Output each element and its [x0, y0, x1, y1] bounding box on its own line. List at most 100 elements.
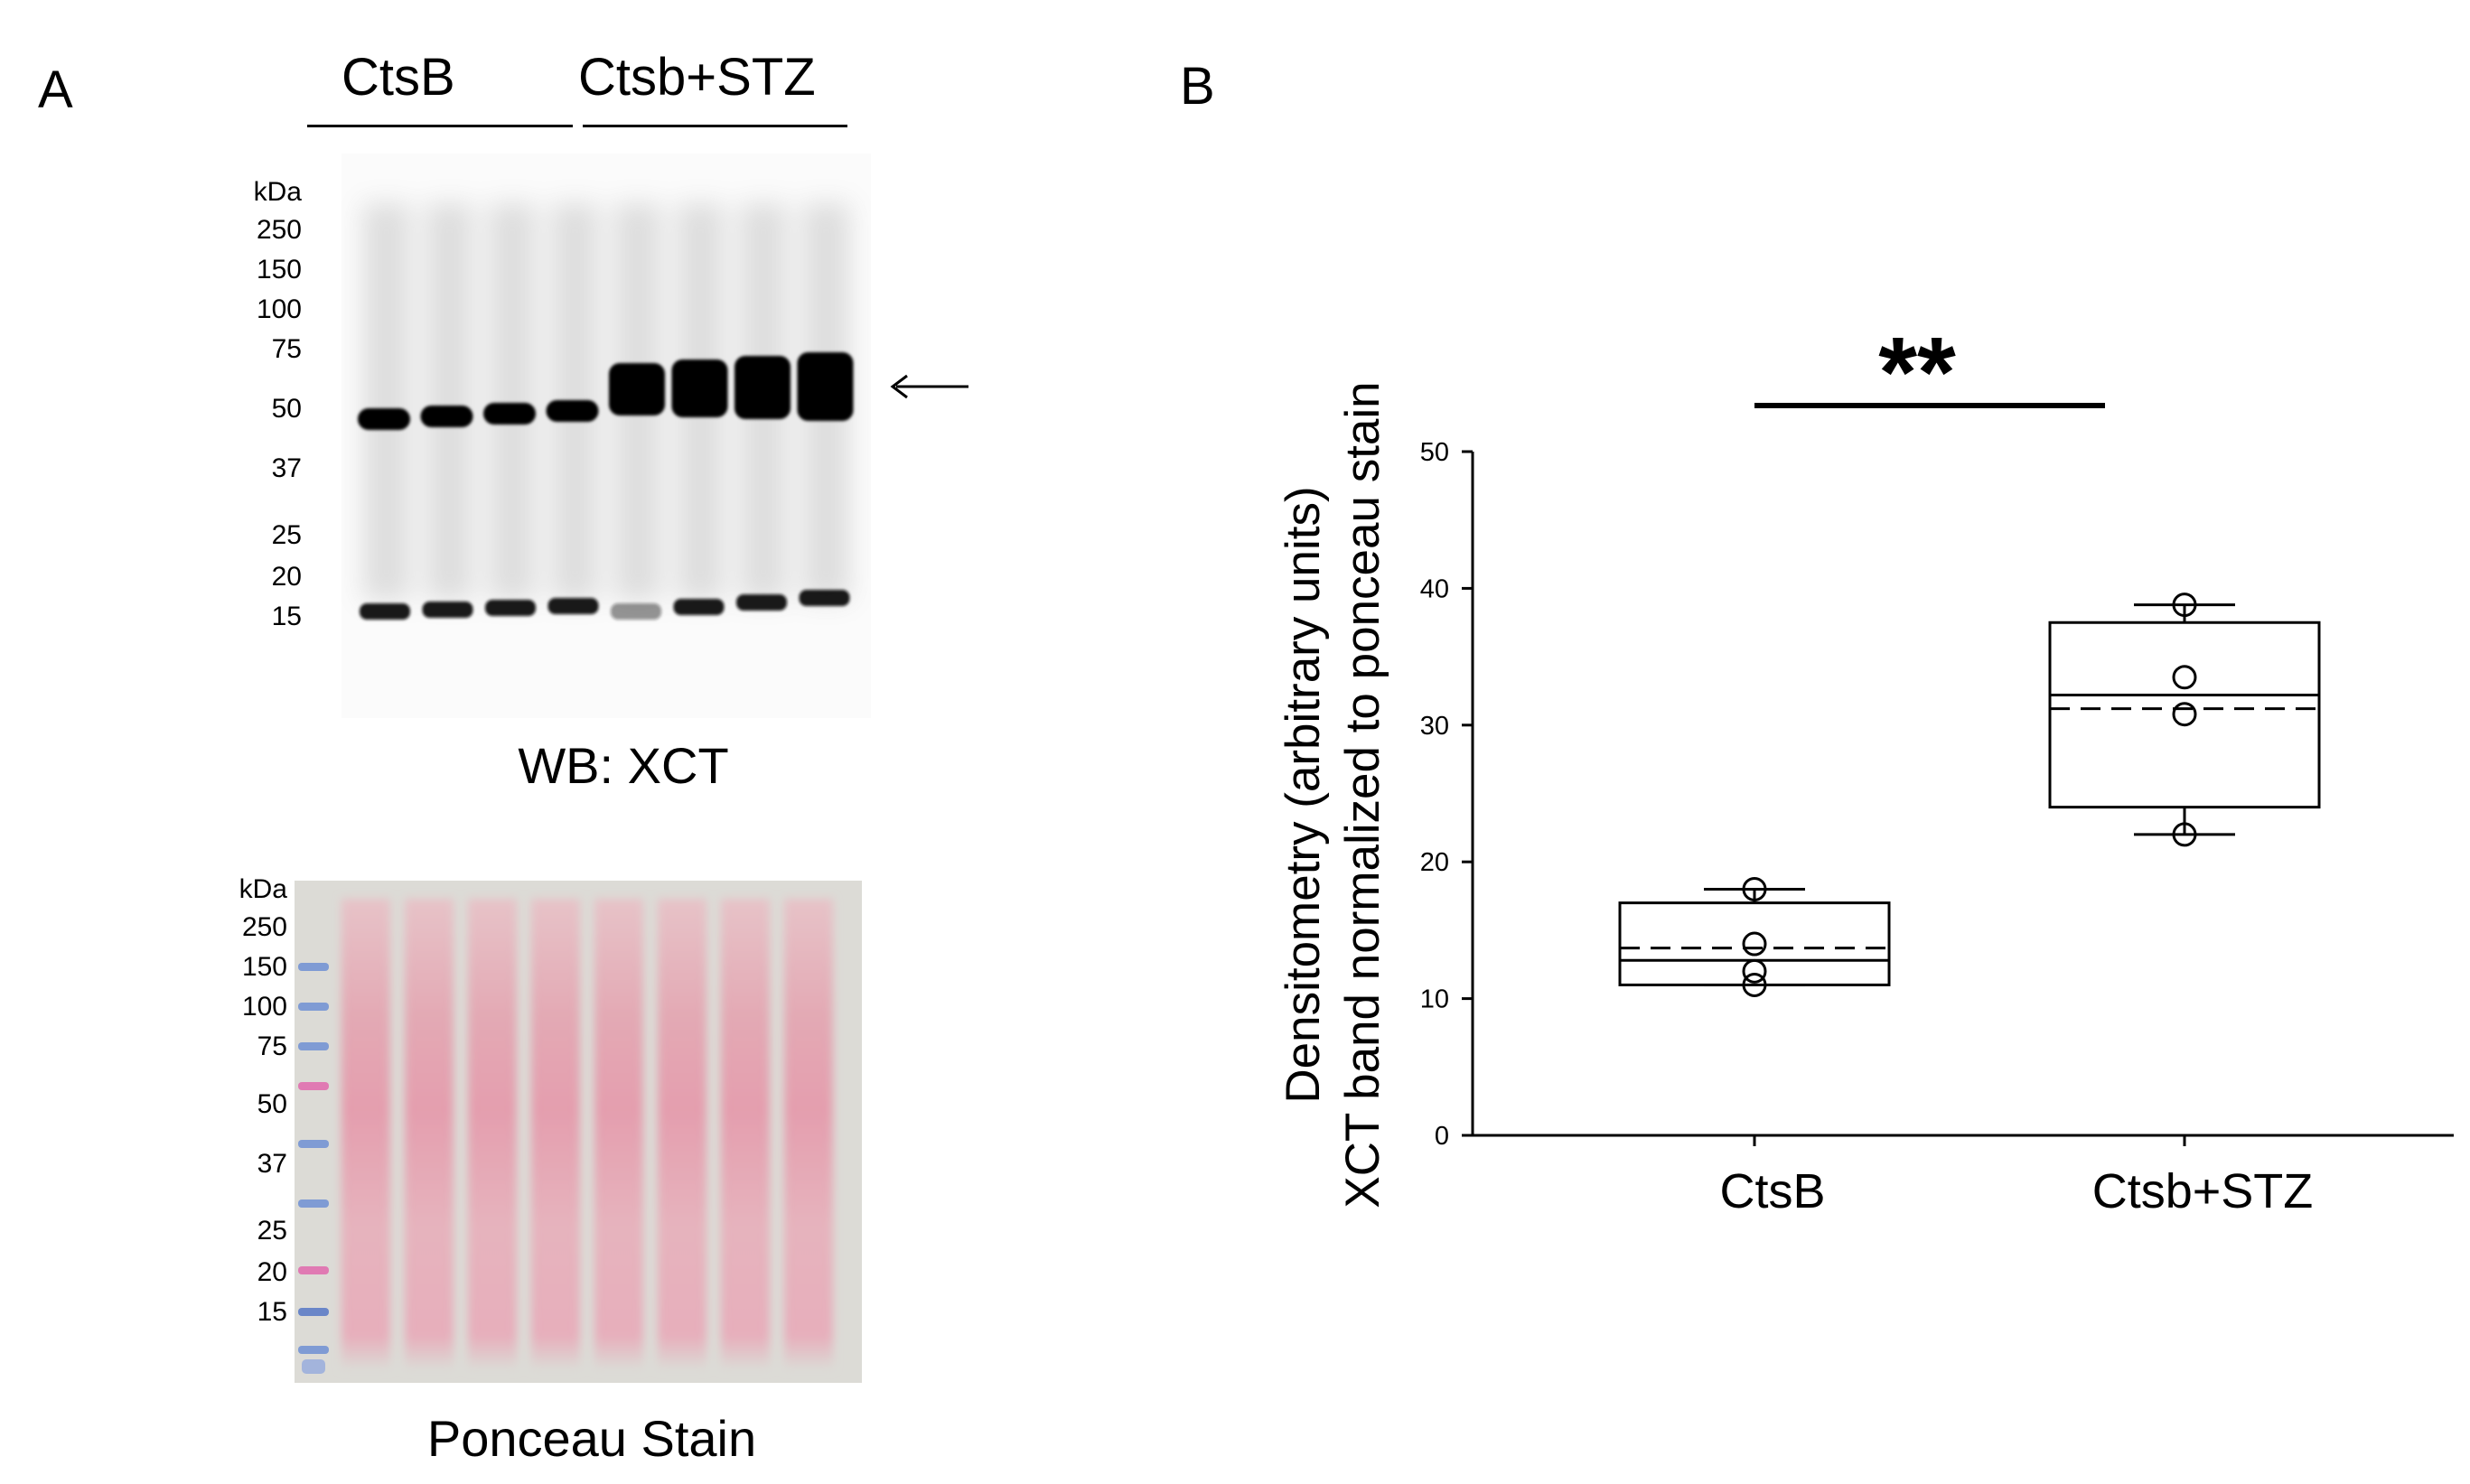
xct-band — [609, 363, 665, 415]
group-underline-ctsb-stz — [583, 125, 847, 127]
ladder-band — [298, 1308, 329, 1316]
box-iqr — [2048, 621, 2321, 809]
low-band — [422, 602, 473, 618]
wb-marker-25: 25 — [271, 520, 302, 550]
data-point — [1742, 876, 1767, 901]
ponceau-marker-kda: kDa — [239, 874, 287, 904]
ponceau-lane — [341, 899, 390, 1368]
xct-band — [734, 356, 791, 419]
wb-marker-20: 20 — [271, 562, 302, 592]
ponceau-marker-15: 15 — [257, 1297, 287, 1327]
x-tick-label: Ctsb+STZ — [2092, 1164, 2314, 1218]
x-tick-labels: CtsB Ctsb+STZ — [1719, 1164, 2313, 1218]
data-point — [2172, 702, 2197, 727]
wb-marker-75: 75 — [271, 334, 302, 364]
ponceau-lane — [658, 899, 706, 1368]
wb-marker-100: 100 — [256, 294, 302, 324]
xct-band — [420, 406, 473, 427]
ponceau-marker-37: 37 — [257, 1149, 287, 1179]
xct-band — [671, 359, 728, 417]
low-band — [799, 590, 850, 606]
low-band — [736, 594, 787, 611]
data-point — [1742, 972, 1767, 997]
ladder-band — [298, 1042, 329, 1050]
significance: ** — [1754, 317, 2105, 428]
wb-marker-150: 150 — [256, 255, 302, 285]
y-tick-label: 20 — [1420, 848, 1449, 877]
box-ctsb-stz — [2048, 593, 2321, 847]
western-blot-bands — [358, 203, 854, 620]
ladder-band — [298, 1140, 329, 1148]
group-label-ctsb-stz: Ctsb+STZ — [578, 48, 816, 107]
ponceau-marker-25: 25 — [257, 1216, 287, 1246]
y-tick-label: 30 — [1420, 712, 1449, 741]
low-band — [547, 598, 599, 614]
box-iqr — [1618, 901, 1891, 986]
boxes — [1618, 593, 2321, 997]
ponceau-lane — [405, 899, 454, 1368]
ponceau-marker-250: 250 — [241, 912, 287, 942]
low-band — [360, 603, 410, 620]
group-label-ctsb: CtsB — [341, 48, 455, 107]
panel-a-letter: A — [38, 61, 73, 119]
data-point — [1742, 931, 1767, 957]
western-blot-image — [341, 154, 871, 718]
x-tick-label: CtsB — [1719, 1164, 1825, 1218]
band-arrow — [887, 370, 970, 403]
y-axis-label-line1: Densitometry (arbitrary units) — [1277, 486, 1330, 1103]
chart-axes — [1471, 452, 2454, 1146]
data-point — [1742, 958, 1767, 984]
y-tick-label: 10 — [1420, 985, 1449, 1014]
panel-b-letter: B — [1180, 57, 1215, 116]
y-tick-label: 50 — [1420, 438, 1449, 467]
ponceau-stain-image — [295, 881, 862, 1383]
xct-band — [358, 408, 410, 430]
lane-smear — [426, 203, 473, 601]
ponceau-lane — [721, 899, 770, 1368]
ladder-band — [298, 1199, 329, 1208]
y-axis-label-line2: XCT band normalized to ponceau stain — [1336, 381, 1389, 1208]
data-point — [2172, 665, 2197, 690]
ponceau-lane — [531, 899, 580, 1368]
ponceau-marker-100: 100 — [241, 992, 287, 1022]
lane-smear — [363, 203, 410, 601]
ponceau-marker-50: 50 — [257, 1089, 287, 1119]
ladder-band — [298, 1003, 329, 1011]
wb-caption: WB: XCT — [518, 737, 729, 794]
xct-band — [483, 403, 536, 425]
ponceau-lane — [784, 899, 833, 1368]
y-tick-label: 40 — [1420, 574, 1449, 603]
xct-band — [546, 400, 599, 422]
data-point — [2172, 822, 2197, 847]
ladder-band — [298, 1346, 329, 1354]
low-band — [673, 599, 725, 615]
box-plot: Densitometry (arbitrary units) XCT band … — [1229, 271, 2470, 1265]
ponceau-marker-20: 20 — [257, 1257, 287, 1287]
wb-marker-kda: kDa — [253, 177, 302, 207]
box-ctsb — [1618, 876, 1891, 997]
ladder-band — [298, 1082, 329, 1090]
ponceau-marker-75: 75 — [257, 1031, 287, 1061]
low-band — [485, 600, 536, 616]
ponceau-caption: Ponceau Stain — [426, 1410, 757, 1467]
box-plot-svg: Densitometry (arbitrary units) XCT band … — [1277, 317, 2454, 1218]
wb-marker-37: 37 — [271, 453, 302, 483]
low-band — [611, 603, 661, 620]
ladder-band — [302, 1359, 325, 1374]
data-point — [2172, 593, 2197, 618]
xct-band — [797, 352, 854, 421]
wb-marker-250: 250 — [256, 215, 302, 245]
y-ticks: 0 10 20 30 40 50 — [1420, 438, 1473, 1151]
ponceau-marker-150: 150 — [241, 952, 287, 982]
ladder-band — [298, 963, 329, 971]
ponceau-lanes — [298, 899, 833, 1374]
wb-marker-50: 50 — [271, 394, 302, 424]
y-tick-label: 0 — [1435, 1122, 1449, 1151]
ponceau-lane — [468, 899, 517, 1368]
ponceau-lane — [594, 899, 643, 1368]
group-underline-ctsb — [307, 125, 573, 127]
lane-smear — [489, 203, 536, 601]
wb-marker-15: 15 — [271, 602, 302, 631]
significance-stars: ** — [1878, 317, 1956, 428]
ladder-band — [298, 1266, 329, 1274]
